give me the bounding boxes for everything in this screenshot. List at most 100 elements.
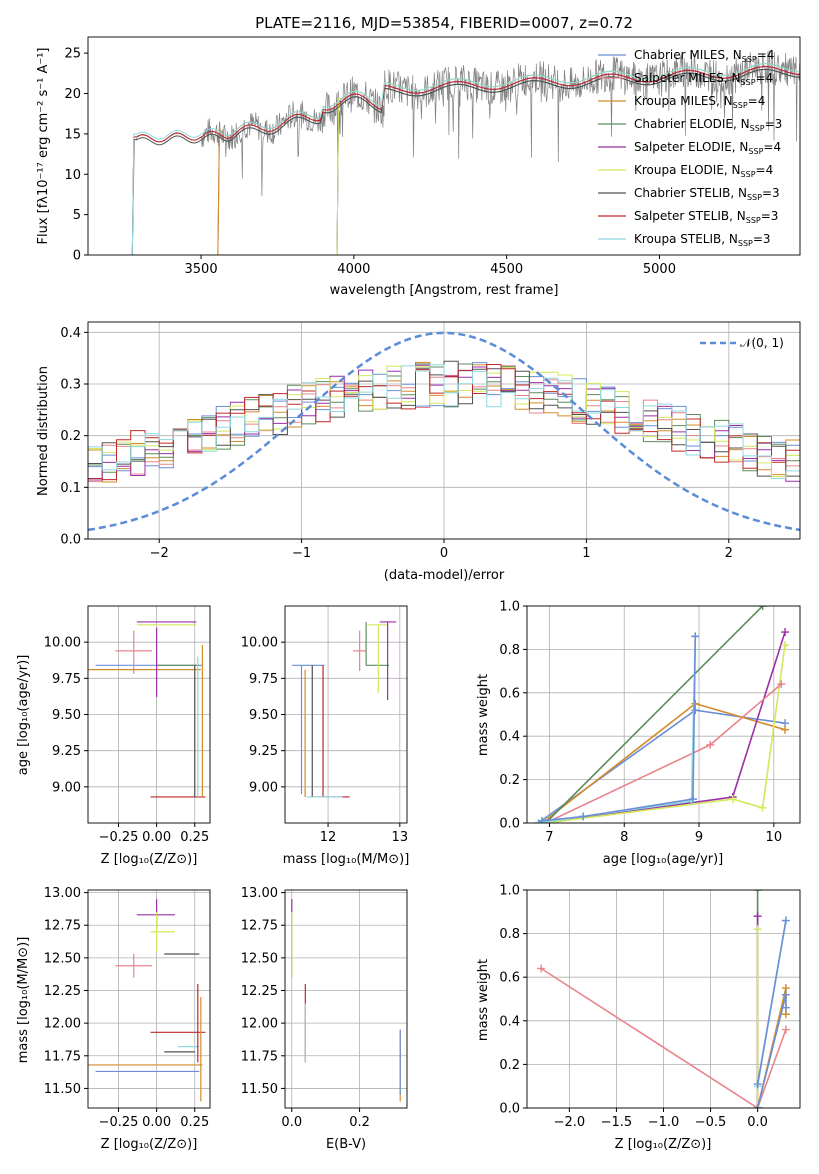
- mass-vs-ebv-xlabel: E(B-V): [326, 1137, 366, 1152]
- legend-subscript: SSP: [742, 55, 757, 64]
- y-tick-label: 13.00: [241, 886, 278, 901]
- x-tick-label: 7: [545, 830, 553, 845]
- spectrum-legend: Chabrier MILES, NSSP=4 Salpeter MILES, NS…: [598, 48, 782, 248]
- legend-subscript: SSP: [733, 101, 748, 110]
- legend-subscript: SSP: [746, 216, 761, 225]
- legend-subscript: SSP: [747, 193, 762, 202]
- y-tick-label: 0.2: [60, 429, 81, 444]
- y-tick-label: 9.25: [52, 744, 81, 759]
- y-tick-label: 9.00: [249, 780, 278, 795]
- legend-subscript: SSP: [750, 124, 765, 133]
- y-tick-label: 9.50: [52, 708, 81, 723]
- y-tick-label: 0.4: [60, 326, 81, 341]
- age-vs-z-panel: −0.25 0.00 0.25 9.00 9.25 9.50 9.75 10.00: [44, 605, 211, 845]
- weight-series-line: [540, 967, 787, 1108]
- y-tick-label: 0.0: [499, 817, 520, 832]
- legend-value: =4: [756, 71, 774, 85]
- weight-point-marker: [753, 912, 762, 921]
- x-tick-label: 3500: [185, 262, 218, 277]
- x-tick-label: 8: [620, 830, 628, 845]
- y-tick-label: 0.0: [499, 1102, 520, 1117]
- residual-histogram-line: [88, 365, 800, 477]
- mass-vs-z-xlabel: Z [log₁₀(Z/Z⊙)]: [101, 1137, 198, 1152]
- y-tick-label: 12.50: [44, 951, 81, 966]
- residual-histogram-line: [88, 364, 800, 479]
- weight-point-marker: [777, 680, 786, 689]
- x-tick-label: −1: [292, 546, 311, 561]
- weight-series-line: [541, 636, 697, 822]
- weight-point-marker: [781, 1025, 790, 1034]
- weight-series-line: [756, 920, 787, 1085]
- y-tick-label: 0.0: [60, 533, 81, 548]
- mass-vs-z-panel: −0.25 0.00 0.25 11.50 11.75 12.00 12.25 12.50 12…: [44, 886, 211, 1130]
- y-tick-label: 11.75: [44, 1049, 81, 1064]
- legend-value: =4: [748, 94, 766, 108]
- weight-vs-age-ylabel: mass weight: [476, 674, 491, 756]
- mass-vs-ebv-panel: 0.0 0.2 11.50 11.75 12.00 12.25 12.50 12.75 13.0…: [241, 886, 408, 1130]
- y-tick-label: 0.6: [499, 971, 520, 986]
- legend-subscript: SSP: [738, 239, 753, 248]
- axes-frame: [87, 321, 801, 540]
- y-tick-label: 15: [64, 127, 81, 142]
- y-tick-label: 1.0: [499, 600, 520, 615]
- y-tick-label: 12.75: [241, 919, 278, 934]
- y-tick-label: 12.00: [44, 1017, 81, 1032]
- weight-plot-area: [534, 606, 790, 823]
- spectrum-plot-area: [109, 49, 800, 255]
- x-tick-label: −0.25: [99, 1115, 139, 1130]
- residual-ylabel: Normed distribution: [36, 366, 51, 496]
- gaussian-legend-label: 𝒩(0, 1): [740, 336, 784, 350]
- weight-point-marker: [781, 1003, 790, 1012]
- weight-point-marker: [689, 795, 698, 804]
- errorbar-plot-area: [292, 621, 397, 798]
- legend-value: =4: [763, 140, 781, 154]
- legend-label: Chabrier MILES, NSSP=4: [634, 48, 774, 64]
- residual-plot-area: [88, 331, 800, 532]
- weight-point-marker: [781, 990, 790, 999]
- weight-series-line: [545, 644, 786, 823]
- weight-point-marker: [758, 803, 767, 812]
- y-tick-label: 9.50: [249, 708, 278, 723]
- x-tick-label: −0.25: [99, 830, 139, 845]
- y-tick-label: 12.50: [241, 951, 278, 966]
- legend-label: Salpeter STELIB, NSSP=3: [634, 209, 778, 225]
- x-tick-label: −1.0: [648, 1115, 680, 1130]
- legend-value: =3: [753, 232, 771, 246]
- age-vs-mass-xlabel: mass [log₁₀(M/M⊙)]: [283, 852, 410, 867]
- weight-series-line: [538, 636, 697, 823]
- weight-vs-age-xlabel: age [log₁₀(age/yr)]: [603, 852, 724, 867]
- weight-series-line: [756, 994, 787, 1108]
- weight-point-marker: [753, 890, 762, 894]
- x-tick-label: −0.5: [695, 1115, 727, 1130]
- x-tick-label: 0.2: [349, 1115, 370, 1130]
- weight-point-marker: [781, 916, 790, 925]
- errorbar-plot-area: [88, 621, 206, 798]
- legend-value: =3: [762, 186, 780, 200]
- y-tick-label: 9.25: [249, 744, 278, 759]
- x-tick-label: −1.5: [601, 1115, 633, 1130]
- model-spectrum-line: [109, 63, 800, 255]
- residual-panel: −2 −1 0 1 2 0.0 0.1 0.2 0.3 0.4: [60, 321, 801, 561]
- axes-frame: [284, 605, 408, 824]
- y-tick-label: 10.00: [44, 636, 81, 651]
- weight-point-marker: [753, 925, 762, 934]
- y-tick-label: 11.75: [241, 1049, 278, 1064]
- y-tick-label: 12.75: [44, 919, 81, 934]
- spectrum-title: PLATE=2116, MJD=53854, FIBERID=0007, z=0…: [255, 14, 633, 32]
- y-tick-label: 0.4: [499, 1014, 520, 1029]
- legend-label: Kroupa MILES, NSSP=4: [634, 94, 765, 110]
- y-tick-label: 10: [64, 168, 81, 183]
- x-tick-label: 10: [766, 830, 783, 845]
- y-tick-label: 9.75: [52, 672, 81, 687]
- errorbar-plot-area: [291, 899, 401, 1102]
- y-tick-label: 20: [64, 87, 81, 102]
- y-tick-label: 0.4: [499, 730, 520, 745]
- model-spectrum-line: [109, 63, 800, 255]
- legend-value: =3: [761, 209, 779, 223]
- age-vs-z-ylabel: age [log₁₀(age/yr)]: [16, 655, 31, 776]
- legend-label: Kroupa ELODIE, NSSP=4: [634, 163, 773, 179]
- weight-point-marker: [781, 628, 790, 637]
- weight-vs-age-panel: 7 8 9 10 0.0 0.2 0.4 0.6 0.8 1.0: [499, 600, 801, 845]
- axes-frame: [87, 889, 211, 1109]
